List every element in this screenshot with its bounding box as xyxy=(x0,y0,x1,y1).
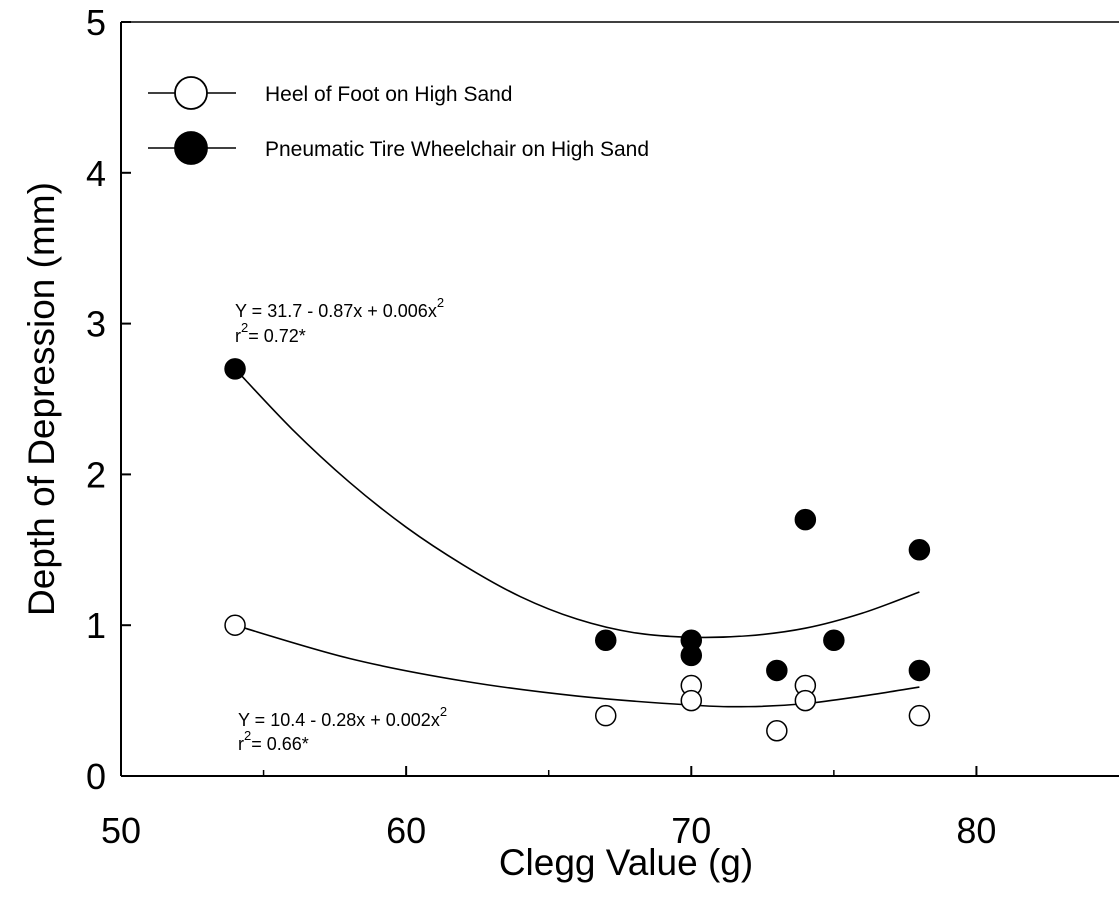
data-point-heel xyxy=(224,614,246,636)
x-tick-label: 80 xyxy=(956,810,996,851)
equation-wheelchair: Y = 31.7 - 0.87x + 0.006x2 r2= 0.72* xyxy=(235,295,444,346)
y-tick-label: 4 xyxy=(86,153,106,194)
y-tick-label: 5 xyxy=(86,2,106,43)
equation-wheelchair-text: Y = 31.7 - 0.87x + 0.006x xyxy=(235,301,437,321)
fit-curves xyxy=(234,368,920,708)
data-point-wheelchair xyxy=(794,508,817,531)
data-point-heel xyxy=(594,704,617,727)
legend-entry-heel: Heel of Foot on High Sand xyxy=(148,76,513,110)
data-point-wheelchair xyxy=(594,629,617,652)
legend-marker-filled-circle xyxy=(174,131,208,165)
equation-heel: Y = 10.4 - 0.28x + 0.002x2 r2= 0.66* xyxy=(238,704,447,754)
data-point-wheelchair xyxy=(823,629,845,652)
y-tick-label: 3 xyxy=(86,304,106,345)
data-point-heel xyxy=(794,689,817,712)
r2-wheelchair-value: = 0.72* xyxy=(248,326,306,346)
equation-heel-text: Y = 10.4 - 0.28x + 0.002x xyxy=(238,710,440,730)
equation-wheelchair-exponent: 2 xyxy=(437,295,444,310)
fit-curve-series-1 xyxy=(234,368,920,639)
data-point-wheelchair xyxy=(908,539,931,561)
data-point-wheelchair xyxy=(766,659,788,682)
equation-wheelchair-r2: r2= 0.72* xyxy=(235,320,306,346)
y-tick-label: 1 xyxy=(86,605,106,646)
data-point-wheelchair xyxy=(680,644,703,667)
legend-marker-open-circle xyxy=(174,76,208,110)
r2-wheelchair-exponent: 2 xyxy=(241,320,248,335)
x-tick-label: 60 xyxy=(386,810,426,851)
equation-heel-r2: r2= 0.66* xyxy=(238,728,309,754)
x-tick-label: 70 xyxy=(671,810,711,851)
r2-heel-exponent: 2 xyxy=(244,728,251,743)
equation-heel-formula: Y = 10.4 - 0.28x + 0.002x2 xyxy=(238,704,447,730)
r2-heel-value: = 0.66* xyxy=(251,734,309,754)
data-point-wheelchair xyxy=(908,659,931,682)
y-axis-title: Depth of Depression (mm) xyxy=(21,182,62,616)
y-tick-label: 2 xyxy=(86,454,106,495)
data-point-heel xyxy=(680,689,703,712)
data-point-heel xyxy=(908,704,931,727)
legend-label-heel: Heel of Foot on High Sand xyxy=(265,83,513,106)
data-points xyxy=(224,358,931,742)
data-point-heel xyxy=(766,720,788,742)
r2-wheelchair-label: r xyxy=(235,326,241,346)
equation-wheelchair-formula: Y = 31.7 - 0.87x + 0.006x2 xyxy=(235,295,444,321)
y-tick-label: 0 xyxy=(86,756,106,797)
x-axis-title: Clegg Value (g) xyxy=(499,842,753,883)
x-tick-label: 50 xyxy=(101,810,141,851)
equation-heel-exponent: 2 xyxy=(440,704,447,719)
fit-curve-series-0 xyxy=(234,624,920,708)
legend-entry-wheelchair: Pneumatic Tire Wheelchair on High Sand xyxy=(148,131,649,165)
legend: Heel of Foot on High Sand Pneumatic Tire… xyxy=(148,76,649,165)
axis-ticks: 50 60 70 80 0 1 2 3 4 5 xyxy=(86,2,996,851)
data-point-wheelchair xyxy=(224,358,246,380)
r2-heel-label: r xyxy=(238,734,244,754)
legend-label-wheelchair: Pneumatic Tire Wheelchair on High Sand xyxy=(265,138,649,161)
